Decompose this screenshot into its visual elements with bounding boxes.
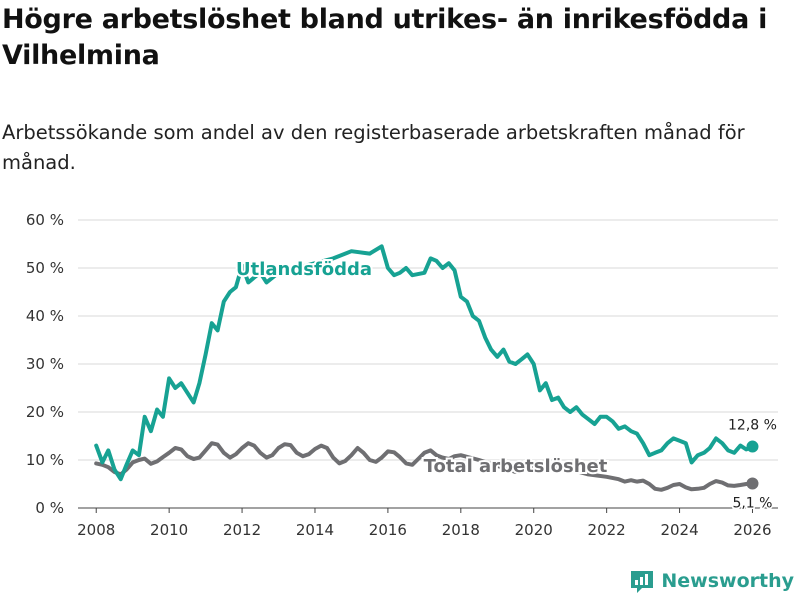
end-point-utlandsfodda — [746, 440, 759, 453]
y-axis-ticks: 0 % 10 % 20 % 30 % 40 % 50 % 60 % — [26, 211, 64, 517]
x-tick-label: 2020 — [515, 521, 553, 539]
x-tick-label: 2016 — [369, 521, 407, 539]
series-labels: Total arbetslöshet Utlandsfödda 12,8 % 5… — [234, 257, 777, 513]
chart-subtitle: Arbetssökande som andel av den registerb… — [2, 121, 745, 174]
x-tick-label: 2024 — [660, 521, 698, 539]
x-tick-label: 2008 — [77, 521, 115, 539]
series-label-utlandsfodda: Utlandsfödda — [236, 259, 372, 280]
series-lines — [94, 244, 759, 492]
page-title: Högre arbetslöshet bland utrikes- än inr… — [2, 4, 768, 71]
series-label-total: Total arbetslöshet — [424, 456, 608, 477]
end-point-total — [746, 477, 759, 490]
y-tick-label: 20 % — [26, 403, 64, 421]
y-tick-label: 40 % — [26, 307, 64, 325]
end-value-utlandsfodda: 12,8 % — [728, 418, 777, 434]
brand-logo: Newsworthy — [629, 568, 794, 594]
y-tick-label: 50 % — [26, 259, 64, 277]
newsworthy-logo-icon — [631, 571, 654, 593]
x-tick-label: 2026 — [733, 521, 771, 539]
y-tick-label: 30 % — [26, 355, 64, 373]
x-tick-label: 2010 — [150, 521, 188, 539]
x-tick-label: 2012 — [223, 521, 261, 539]
x-axis-ticks: 2008 2010 2012 2014 2016 2018 2020 2022 2024 2026 — [77, 508, 772, 539]
x-tick-label: 2022 — [588, 521, 626, 539]
end-value-total: 5,1 % — [732, 496, 772, 512]
series-line-utlandsfodda — [94, 244, 755, 482]
x-tick-label: 2018 — [442, 521, 480, 539]
y-tick-label: 60 % — [26, 211, 64, 229]
x-tick-label: 2014 — [296, 521, 334, 539]
series-line-total — [94, 441, 755, 492]
y-tick-label: 10 % — [26, 451, 64, 469]
brand-name: Newsworthy — [661, 570, 794, 592]
grid-lines — [78, 219, 778, 461]
y-tick-label: 0 % — [35, 499, 64, 517]
